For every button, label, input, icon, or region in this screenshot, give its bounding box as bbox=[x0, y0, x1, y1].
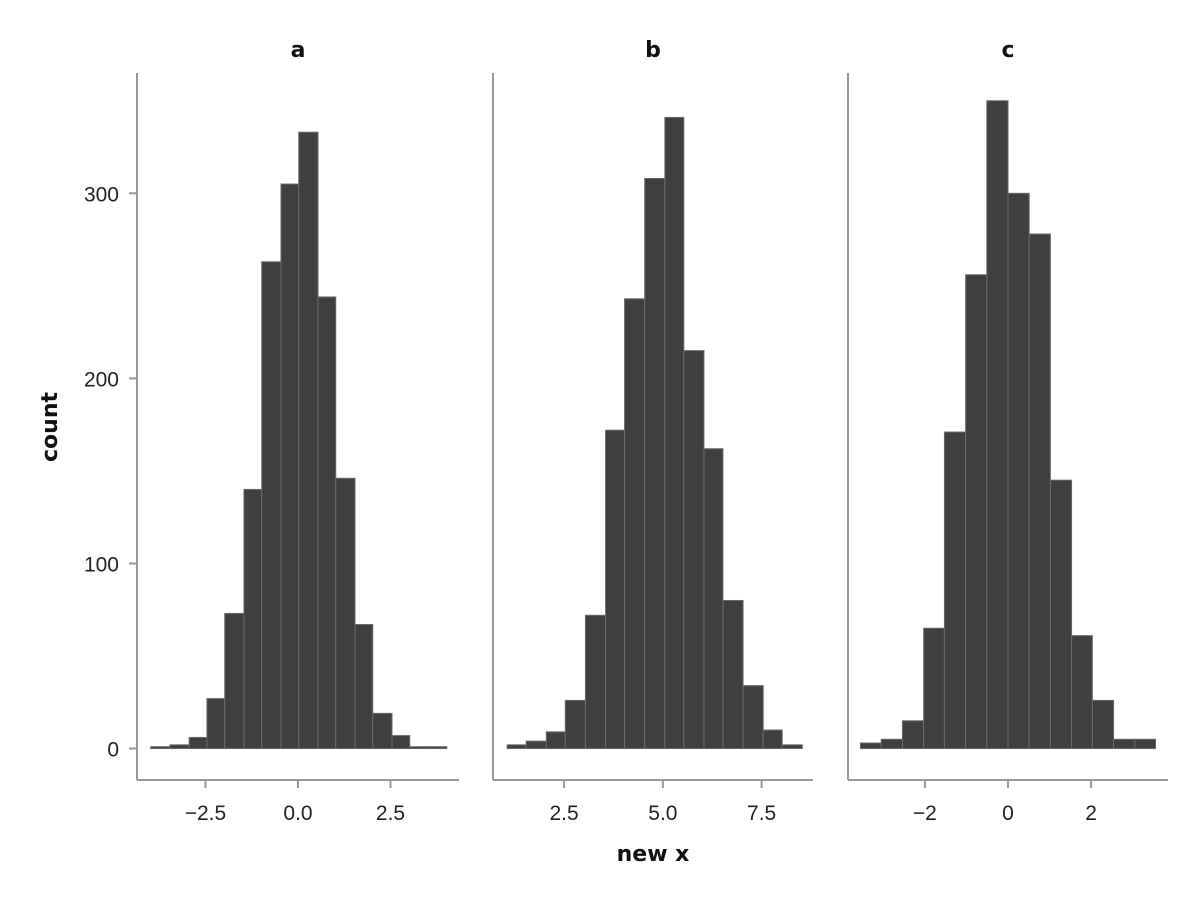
histogram-bar bbox=[372, 712, 393, 750]
x-tick-label: 0.0 bbox=[283, 802, 312, 825]
histogram-bar bbox=[409, 746, 430, 750]
histogram-bar bbox=[150, 746, 171, 750]
histogram-bar bbox=[206, 698, 226, 750]
histogram-bar bbox=[1091, 699, 1115, 750]
x-tick-label: 0 bbox=[1002, 802, 1014, 825]
histogram-bar bbox=[584, 614, 607, 750]
histogram-bar bbox=[506, 744, 527, 750]
histogram-bar bbox=[644, 177, 666, 750]
histogram-bar bbox=[1049, 479, 1073, 750]
histogram-bar bbox=[564, 699, 586, 750]
histogram-bar bbox=[391, 735, 411, 750]
histogram-bar bbox=[683, 350, 705, 750]
histogram-bar bbox=[781, 744, 803, 750]
histogram-bar bbox=[545, 731, 566, 750]
histogram-bar bbox=[1134, 738, 1157, 750]
histogram-bar bbox=[280, 183, 300, 750]
histogram-bar bbox=[943, 431, 967, 750]
histogram-bar bbox=[1113, 738, 1136, 750]
histogram-bar bbox=[261, 261, 282, 750]
facet-panel-b: b 2.5 5.0 7.5 bbox=[492, 38, 813, 825]
histogram-bar bbox=[169, 744, 190, 750]
facet-title-c: c bbox=[1001, 38, 1014, 63]
y-tick-label: 200 bbox=[84, 368, 119, 391]
histogram-bar bbox=[859, 742, 882, 750]
histogram-bar bbox=[722, 599, 744, 750]
y-tick-label: 300 bbox=[84, 183, 119, 206]
facet-title-b: b bbox=[645, 38, 661, 63]
histogram-bar bbox=[901, 720, 925, 750]
histogram-bar bbox=[1007, 192, 1030, 750]
histogram-bar bbox=[965, 274, 988, 750]
histogram-bar bbox=[762, 729, 783, 750]
facet-title-a: a bbox=[291, 38, 306, 63]
histogram-bar bbox=[525, 740, 547, 750]
histogram-bar bbox=[298, 131, 319, 750]
x-tick-label: 2 bbox=[1085, 802, 1097, 825]
y-tick-label: 100 bbox=[84, 553, 119, 576]
x-tick-label: 2.5 bbox=[376, 802, 405, 825]
histogram-bar bbox=[1071, 635, 1093, 750]
x-tick-label: −2 bbox=[913, 802, 937, 825]
histogram-bar bbox=[923, 627, 945, 750]
histogram-bar bbox=[703, 448, 724, 750]
histogram-bar bbox=[624, 298, 646, 750]
histogram-bar bbox=[354, 624, 374, 750]
facet-panel-a: a −2.5 0.0 2.5 0 100 200 300 bbox=[84, 38, 459, 825]
histogram-bar bbox=[243, 488, 263, 750]
x-tick-label: −2.5 bbox=[185, 802, 226, 825]
histogram-bar bbox=[664, 116, 685, 750]
histogram-bar bbox=[224, 612, 245, 750]
histogram-bar bbox=[880, 738, 903, 750]
y-tick-label: 0 bbox=[107, 739, 119, 762]
histogram-bar bbox=[317, 296, 337, 750]
x-tick-label: 5.0 bbox=[648, 802, 677, 825]
histogram-bar bbox=[188, 736, 208, 750]
histogram-bar bbox=[335, 477, 356, 750]
facets-layer: a −2.5 0.0 2.5 0 100 200 300 b 2.5 5.0 7.5 c −2 0 2 bbox=[84, 38, 1168, 825]
histogram-bar bbox=[1028, 233, 1051, 750]
x-tick-label: 2.5 bbox=[550, 802, 579, 825]
x-tick-label: 7.5 bbox=[747, 802, 776, 825]
histogram-bar bbox=[986, 100, 1009, 750]
x-axis-label: new x bbox=[617, 842, 690, 867]
facet-panel-c: c −2 0 2 bbox=[847, 38, 1168, 825]
histogram-bar bbox=[428, 746, 448, 750]
histogram-bar bbox=[605, 429, 626, 750]
y-axis-label: count bbox=[38, 392, 63, 462]
histogram-bar bbox=[742, 685, 764, 750]
